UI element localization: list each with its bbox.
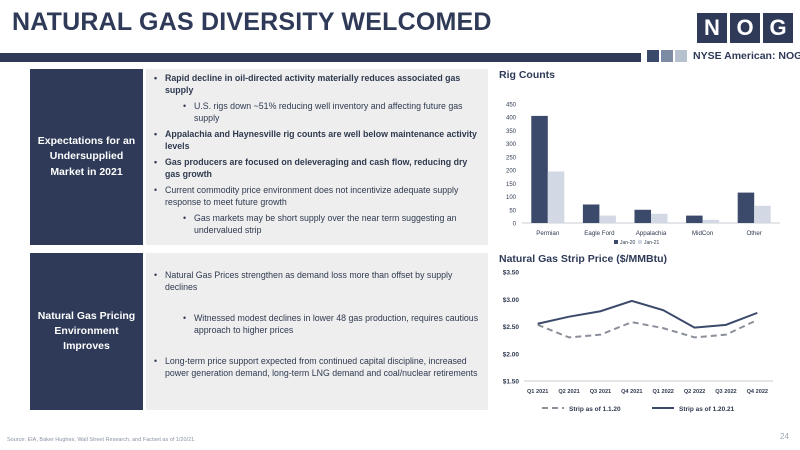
x-tick-label: MidCon [692,230,714,237]
bar-jan-21 [599,215,616,223]
y-tick-label: 0 [513,222,517,228]
legend-label: Strip as of 1.20.21 [679,406,735,413]
logo-letter-o: O [730,13,760,43]
y-tick-label: 300 [506,142,517,148]
bullet: Rapid decline in oil-directed activity m… [152,72,480,97]
sub-bullet: Witnessed modest declines in lower 48 ga… [181,312,480,337]
logo-letter-n: N [697,13,727,43]
x-tick-label: Q1 2021 [527,389,548,395]
rig-count-chart: 0 50 100 150 200 250 300 350 400 450 Permian Eagle … [506,103,780,246]
series-line-strip-2021 [537,299,758,329]
y-tick-label: 350 [506,129,517,135]
section-content-pricing: Natural Gas Prices strengthen as demand … [146,253,488,410]
legend-label: Strip as of 1.1.20 [569,406,621,413]
logo-letter-g: G [763,13,793,43]
y-tick-label: 150 [506,182,517,188]
bar-jan-20 [531,115,548,223]
y-tick-label: 400 [506,116,517,122]
header-divider-bar [0,53,641,62]
page-title: NATURAL GAS DIVERSITY WELCOMED [12,8,492,36]
bullet: Natural Gas Prices strengthen as demand … [152,269,480,294]
bar-jan-21 [702,219,720,223]
y-tick-label: $2.00 [503,351,520,358]
y-tick-label: $3.50 [503,270,520,277]
y-tick-label: 450 [506,103,517,109]
x-tick-label: Q3 2021 [590,389,611,395]
sub-bullet: U.S. rigs down ~51% reducing well invent… [181,100,480,125]
y-tick-label: 200 [506,169,517,175]
legend-label: Jan-20 [620,240,636,246]
strip-price-chart: $1.50 $2.00 $2.50 $3.00 $3.50 Q1 2021 Q2 2021 Q… [503,270,773,413]
y-tick-label: $3.00 [503,297,520,304]
nog-logo: N O G [697,13,793,43]
y-tick-label: 100 [506,195,517,201]
legend-swatch [614,240,618,244]
legend-swatch [638,240,642,244]
x-tick-label: Q4 2021 [621,389,642,395]
y-tick-label: 50 [509,208,516,214]
page-number: 24 [780,432,789,441]
x-tick-label: Q1 2022 [652,389,673,395]
x-tick-label: Q4 2022 [747,389,768,395]
legend-label: Jan-21 [644,240,660,246]
decor-square-dark [647,50,659,62]
bullet: Long-term price support expected from co… [152,355,480,380]
y-tick-label: 250 [506,155,517,161]
source-footnote: Source: EIA, Baker Hughes, Wall Street R… [7,437,196,443]
decor-square-mid [661,50,673,62]
bar-jan-21 [547,171,565,223]
x-tick-label: Other [746,230,761,237]
x-tick-label: Eagle Ford [584,230,615,237]
bar-jan-21 [651,213,668,223]
x-tick-label: Q2 2021 [558,389,579,395]
section-label-expectations: Expectations for an Undersupplied Market… [30,69,143,245]
x-tick-label: Q3 2022 [715,389,736,395]
decor-square-light [675,50,687,62]
y-tick-label: $1.50 [503,379,520,386]
x-tick-label: Permian [536,230,560,237]
bullet: Appalachia and Haynesville rig counts ar… [152,128,480,153]
bullet: Current commodity price environment does… [152,184,480,209]
bar-jan-20 [634,209,651,223]
bar-jan-21 [754,205,771,223]
section-content-expectations: Rapid decline in oil-directed activity m… [146,69,488,245]
bar-jan-20 [686,215,703,223]
bar-jan-20 [582,204,600,223]
series-line-strip-2020 [537,319,758,339]
rig-chart-title: Rig Counts [499,69,555,81]
exchange-label: NYSE American: NOG [693,50,800,62]
x-tick-label: Q2 2022 [684,389,705,395]
section-label-pricing: Natural Gas Pricing Environment Improves [30,253,143,410]
price-chart-title: Natural Gas Strip Price ($/MMBtu) [499,253,668,265]
x-tick-label: Appalachia [636,230,667,237]
bar-jan-20 [737,192,755,223]
bullet: Gas producers are focused on deleveragin… [152,156,480,181]
y-tick-label: $2.50 [503,324,520,331]
sub-bullet: Gas markets may be short supply over the… [181,212,480,237]
